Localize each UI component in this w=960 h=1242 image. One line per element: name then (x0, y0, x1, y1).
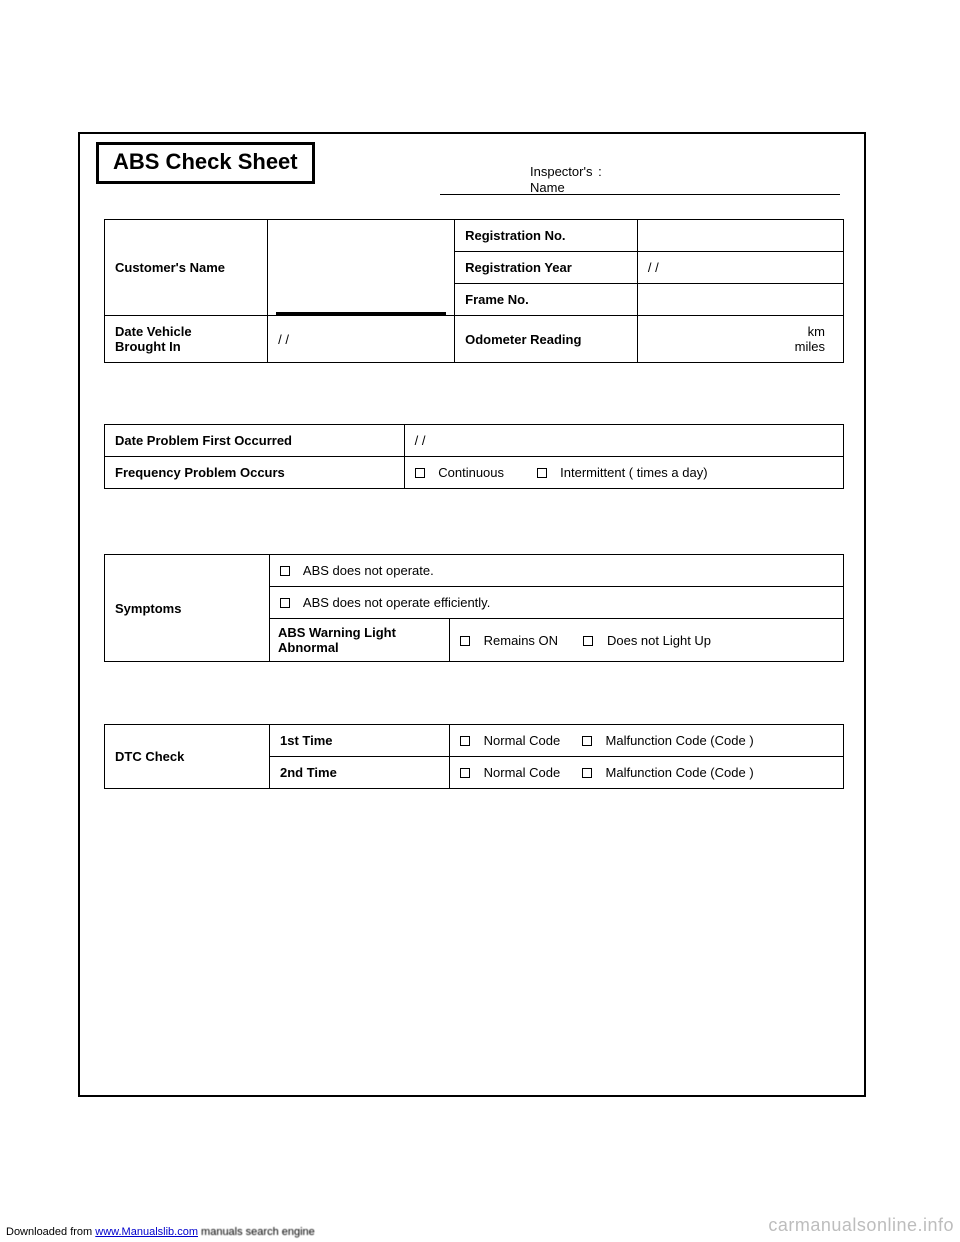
symptoms-table: Symptoms ABS does not operate. ABS does … (104, 554, 844, 662)
odometer-unit-km: km (808, 324, 825, 339)
footer-link[interactable]: www.Manualslib.com (95, 1226, 198, 1238)
problem-info-table: Date Problem First Occurred / / Frequenc… (104, 424, 844, 489)
checkbox-icon[interactable] (460, 636, 470, 646)
malfunction-code-2: Malfunction Code (Code ) (606, 765, 754, 780)
footer-suffix: manuals search engine (198, 1226, 315, 1238)
frame-no-value[interactable] (637, 284, 843, 316)
registration-no-label: Registration No. (455, 220, 638, 252)
checkbox-icon[interactable] (460, 736, 470, 746)
frequency-label: Frequency Problem Occurs (105, 457, 405, 489)
second-time-label: 2nd Time (270, 757, 450, 789)
odometer-label: Odometer Reading (455, 316, 638, 363)
date-brought-label-1: Date Vehicle (115, 324, 192, 339)
footer: Downloaded from www.Manualslib.com manua… (6, 1226, 315, 1238)
no-light-text: Does not Light Up (607, 633, 711, 648)
first-time-label: 1st Time (270, 725, 450, 757)
checkbox-icon[interactable] (537, 468, 547, 478)
abs-warning-options: Remains ON Does not Light Up (450, 619, 844, 662)
vehicle-info-table: Customer's Name Registration No. Registr… (104, 219, 844, 363)
normal-code-2: Normal Code (484, 765, 561, 780)
watermark-text: carmanualsonline.info (768, 1215, 954, 1236)
registration-year-label: Registration Year (455, 252, 638, 284)
inspector-colon: : (598, 164, 602, 179)
abs-warning-label-2: Abnormal (278, 640, 339, 655)
symptom-2-text: ABS does not operate efficiently. (303, 595, 490, 610)
abs-warning-label: ABS Warning Light Abnormal (270, 619, 450, 662)
registration-no-value[interactable] (637, 220, 843, 252)
symptom-1-text: ABS does not operate. (303, 563, 434, 578)
sheet-title: ABS Check Sheet (96, 142, 315, 184)
remains-on-text: Remains ON (484, 633, 558, 648)
symptom-row-2: ABS does not operate efficiently. (270, 587, 844, 619)
registration-year-value[interactable]: / / (637, 252, 843, 284)
date-brought-value[interactable]: / / (268, 316, 455, 363)
checkbox-icon[interactable] (582, 736, 592, 746)
symptom-row-1: ABS does not operate. (270, 555, 844, 587)
odometer-unit-miles: miles (795, 339, 825, 354)
frequency-continuous: Continuous (438, 465, 504, 480)
document-frame: ABS Check Sheet Inspector's Name : Custo… (78, 132, 866, 1097)
frequency-intermittent: Intermittent ( times a day) (560, 465, 707, 480)
checkbox-icon[interactable] (460, 768, 470, 778)
malfunction-code-1: Malfunction Code (Code ) (606, 733, 754, 748)
frequency-options: Continuous Intermittent ( times a day) (404, 457, 843, 489)
page: ABS Check Sheet Inspector's Name : Custo… (0, 0, 960, 1242)
checkbox-icon[interactable] (582, 768, 592, 778)
inspector-underline (440, 194, 840, 195)
checkbox-icon[interactable] (583, 636, 593, 646)
symptoms-label: Symptoms (105, 555, 270, 662)
normal-code-1: Normal Code (484, 733, 561, 748)
inspector-label-block: Inspector's Name : (530, 164, 840, 195)
dtc-check-table: DTC Check 1st Time Normal Code Malfuncti… (104, 724, 844, 789)
footer-prefix: Downloaded from (6, 1226, 95, 1238)
checkbox-icon[interactable] (280, 598, 290, 608)
date-problem-value[interactable]: / / (404, 425, 843, 457)
odometer-units: km miles (637, 316, 843, 363)
customers-name-label: Customer's Name (105, 220, 268, 316)
dtc-check-label: DTC Check (105, 725, 270, 789)
checkbox-icon[interactable] (415, 468, 425, 478)
first-time-options: Normal Code Malfunction Code (Code ) (450, 725, 844, 757)
date-brought-label: Date Vehicle Brought In (105, 316, 268, 363)
inspector-label-2: Name (530, 180, 565, 195)
date-problem-label: Date Problem First Occurred (105, 425, 405, 457)
checkbox-icon[interactable] (280, 566, 290, 576)
inspector-label-1: Inspector's (530, 164, 592, 179)
abs-warning-label-1: ABS Warning Light (278, 625, 396, 640)
frame-no-label: Frame No. (455, 284, 638, 316)
date-brought-label-2: Brought In (115, 339, 181, 354)
second-time-options: Normal Code Malfunction Code (Code ) (450, 757, 844, 789)
